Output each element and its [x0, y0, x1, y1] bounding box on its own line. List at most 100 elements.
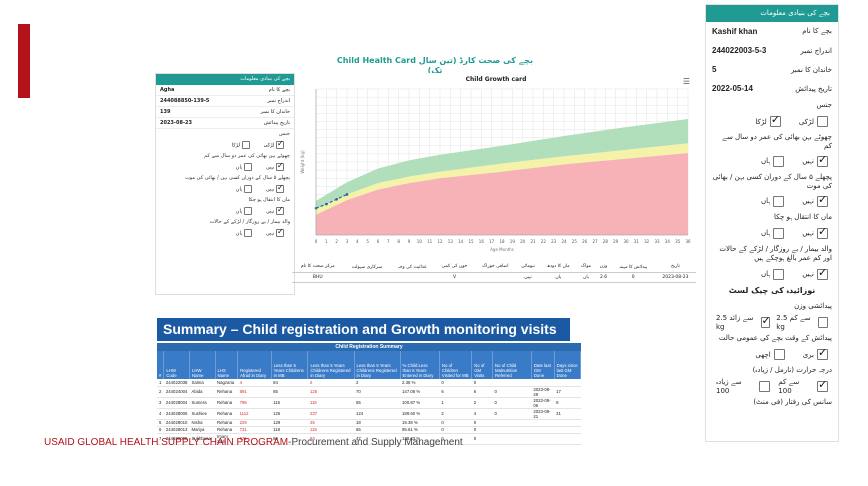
right-q2-yes[interactable]: ﮨﺎﮞ — [760, 196, 785, 207]
x-tick-label: 8 — [397, 239, 400, 244]
no-label: ﻧﮩﯿﮟ — [265, 208, 275, 215]
left-q2-yes-checkbox[interactable] — [243, 185, 252, 193]
left-q4: ﻭﺍﻟﺪ ﺑﯿﻤﺎﺭ / ﺑﮯ ﺭﻭﺯﮔﺎﺭ / ﻟﮍﮐﮯ ﮐﮯ ﺣﺎﻻﺕ — [209, 219, 290, 225]
right-q4-no[interactable]: ﻧﮩﯿﮟ — [802, 266, 828, 280]
left-girl-option[interactable]: ﻟﮍﮐﯽ — [264, 139, 284, 149]
left-q3-yes-checkbox[interactable] — [243, 207, 252, 215]
left-q2-no[interactable]: ﻧﮩﯿﮟ — [265, 183, 284, 193]
no-label: ﻧﮩﯿﮟ — [265, 186, 275, 193]
left-q3-no[interactable]: ﻧﮩﯿﮟ — [265, 205, 284, 215]
summary-header-cell[interactable]: Date last GM Done — [531, 351, 555, 379]
right-q2-yes-checkbox[interactable] — [773, 196, 785, 207]
left-form-value: Agha — [160, 87, 175, 93]
summary-cell: 244030008 — [163, 433, 190, 445]
right-q2-no[interactable]: ﻧﮩﯿﮟ — [802, 193, 828, 207]
right-q1-yes-checkbox[interactable] — [773, 156, 785, 167]
summary-header-cell[interactable]: LHS Name — [215, 351, 239, 379]
temp-below-checkbox[interactable] — [817, 378, 828, 392]
left-q4-no[interactable]: ﻧﮩﯿﮟ — [265, 227, 284, 237]
summary-cell: 2 — [307, 379, 354, 387]
temp-above-checkbox[interactable] — [759, 381, 771, 392]
weight-below-option[interactable]: ﺳﮯ ﮐﻢ 2.5 kg — [776, 314, 828, 331]
right-girl-label: ﻟﮍﮐﯽ — [798, 117, 814, 126]
no-label: ﻧﮩﯿﮟ — [265, 230, 275, 237]
left-q1-no[interactable]: ﻧﮩﯿﮟ — [266, 161, 284, 171]
right-form-value: 5 — [712, 65, 717, 74]
right-q1: ﭼﮭﻮﭨﮯ ﺑﮩﻦ ﺑﮭﺎﺋﯽ ﮐﯽ ﻋﻤﺮ ﺩﻭ ﺳﺎﻝ ﺳﮯ ﮐﻢ — [722, 133, 832, 150]
health-bad-label: ﺑﺮﯼ — [802, 350, 814, 359]
right-girl-option[interactable]: ﻟﮍﮐﯽ — [799, 116, 828, 127]
right-q2-no-checkbox[interactable] — [817, 193, 828, 207]
right-girl-checkbox[interactable] — [817, 116, 828, 127]
right-q1-yes[interactable]: ﮨﺎﮞ — [761, 156, 785, 167]
right-q4-yes-checkbox[interactable] — [773, 269, 785, 280]
yes-label: ﮨﺎﮞ — [760, 197, 771, 205]
summary-cell: 1 — [157, 379, 164, 387]
summary-header-cell[interactable]: Less than 5 Years Childrens in MB — [271, 351, 309, 379]
health-good-option[interactable]: ﺍﭼﮭﯽ — [755, 349, 785, 360]
weight-below-checkbox[interactable] — [818, 317, 828, 328]
summary-row: 2 244024004 Abida Rehana 891 85 125 70 147.06 % 6… — [157, 386, 581, 398]
summary-header-cell[interactable]: Days since last GM Done — [554, 351, 582, 379]
summary-header-cell[interactable]: % Child Less than 5 Years Entered in Dia… — [400, 351, 440, 379]
right-form-header: ﺑﭽﮯ ﮐﯽ ﺑﻨﯿﺎﺩﯼ ﻣﻌﻠﻮﻣﺎﺕ — [706, 5, 838, 22]
visit-cell: V — [434, 272, 475, 283]
left-form-row: Agha ﺑﭽﮯ ﮐﺎ ﻧﺎﻡ — [156, 85, 294, 96]
weight-above-option[interactable]: ﺳﮯ ﺯﺍﺋﺪ 2.5 kg — [716, 314, 771, 331]
right-q3-yes[interactable]: ﮨﺎﮞ — [761, 228, 785, 239]
right-q3-no[interactable]: ﻧﮩﯿﮟ — [802, 225, 828, 239]
band-normal — [316, 119, 688, 210]
summary-cell: 0 — [439, 419, 472, 427]
left-q1-yes[interactable]: ﮨﺎﮞ — [236, 163, 252, 171]
left-q4-yes-checkbox[interactable] — [243, 229, 252, 237]
right-child-info-form: ﺑﭽﮯ ﮐﯽ ﺑﻨﯿﺎﺩﯼ ﻣﻌﻠﻮﻣﺎﺕ Kashif khan ﺑﭽﮯ ﮐﺎ … — [705, 4, 839, 442]
left-girl-checkbox[interactable] — [276, 139, 284, 149]
left-q4-yes[interactable]: ﮨﺎﮞ — [236, 229, 252, 237]
left-q1-no-checkbox[interactable] — [276, 161, 284, 171]
summary-cell: 8 — [554, 397, 581, 409]
summary-cell: 244022038 — [163, 379, 190, 387]
summary-cell: 189.60 % — [400, 408, 440, 420]
left-q2-no-checkbox[interactable] — [276, 183, 284, 193]
health-bad-option[interactable]: ﺑﺮﯼ — [802, 346, 828, 360]
summary-header-cell[interactable]: No of Children Visited for MB — [439, 351, 473, 379]
health-bad-checkbox[interactable] — [817, 346, 828, 360]
summary-header-cell[interactable]: LHW Name — [189, 351, 216, 379]
left-form-label: ﺑﭽﮯ ﮐﺎ ﻧﺎﻡ — [268, 87, 290, 93]
temp-below-option[interactable]: ﺳﮯ ﮐﻢ 100 — [778, 378, 828, 395]
summary-header-cell[interactable]: # — [157, 351, 165, 379]
left-boy-checkbox[interactable] — [241, 141, 250, 149]
right-boy-checkbox[interactable] — [769, 113, 781, 127]
right-q1-no[interactable]: ﻧﮩﯿﮟ — [802, 153, 828, 167]
right-boy-option[interactable]: ﻟﮍﮐﺎ — [755, 113, 781, 127]
right-q1-no-checkbox[interactable] — [817, 153, 828, 167]
summary-header-cell[interactable]: Less than 5 Years Childrens Registered i… — [307, 351, 355, 379]
summary-header-cell[interactable]: Registered Afrad in Diary — [237, 351, 272, 379]
left-form-label: ﺧﺎﻧﺪﺍﻥ ﮐﺎ ﻧﻤﺒﺮ — [260, 109, 290, 115]
summary-cell: 55 — [354, 397, 401, 409]
left-q3-yes[interactable]: ﮨﺎﮞ — [236, 207, 252, 215]
x-tick-label: 19 — [510, 239, 516, 244]
chart-menu-icon[interactable]: ☰ — [682, 77, 690, 86]
summary-header-cell[interactable]: Less than 5 Years Childrens Registered i… — [354, 351, 401, 379]
summary-header-cell[interactable]: No of GM Visits — [471, 351, 494, 379]
temp-above-option[interactable]: ﺳﮯ ﺯﯾﺎﺩﮦ 100 — [716, 378, 771, 395]
left-q2-yes[interactable]: ﮨﺎﮞ — [236, 185, 252, 193]
right-q3-no-checkbox[interactable] — [817, 225, 828, 239]
right-q4-yes[interactable]: ﮨﺎﮞ — [761, 269, 785, 280]
right-q4-no-checkbox[interactable] — [817, 266, 828, 280]
summary-cell: 0 — [492, 386, 532, 398]
summary-header-cell[interactable]: LHW Code — [163, 351, 191, 379]
health-good-checkbox[interactable] — [773, 349, 785, 360]
left-q4-no-checkbox[interactable] — [276, 227, 284, 237]
right-form-row: 2022-05-14 ﺗﺎﺭﯾﺦ ﭘﯿﺪﺍﺋﺶ — [706, 79, 838, 98]
left-boy-option[interactable]: ﻟﮍﮐﺎ — [232, 141, 250, 149]
left-q1-yes-checkbox[interactable] — [243, 163, 252, 171]
summary-header-cell[interactable]: No of Child Malnutrition Referred — [492, 351, 532, 379]
summary-cell: 0 — [492, 397, 532, 409]
summary-cell: 0 — [439, 426, 472, 434]
x-tick-label: 34 — [665, 239, 671, 244]
right-q3-yes-checkbox[interactable] — [773, 228, 785, 239]
weight-above-checkbox[interactable] — [760, 314, 771, 328]
left-q3-no-checkbox[interactable] — [276, 205, 284, 215]
